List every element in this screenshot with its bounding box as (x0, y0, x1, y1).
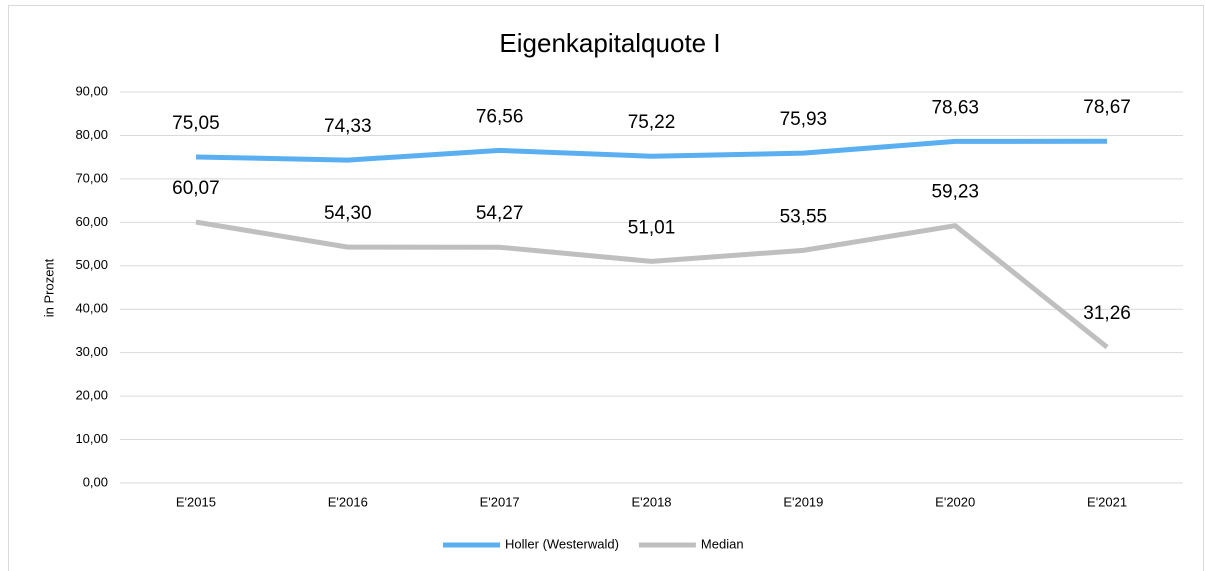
x-tick-label: E'2017 (480, 494, 520, 509)
data-label: 51,01 (628, 217, 676, 238)
data-label: 75,93 (780, 109, 828, 130)
data-label: 54,27 (476, 203, 524, 224)
series-line (195, 138, 1108, 163)
y-tick-label: 50,00 (75, 257, 108, 272)
x-tick-label: E'2018 (631, 494, 671, 509)
x-tick-label: E'2015 (176, 494, 216, 509)
y-tick-label: 40,00 (75, 301, 108, 316)
x-tick-label: E'2019 (783, 494, 823, 509)
y-tick-label: 70,00 (75, 170, 108, 185)
data-label: 78,63 (931, 97, 979, 118)
x-tick-label: E'2021 (1087, 494, 1127, 509)
y-tick-label: 90,00 (75, 83, 108, 98)
legend-label: Holler (Westerwald) (505, 536, 619, 551)
data-label: 54,30 (324, 203, 372, 224)
data-label: 76,56 (476, 106, 524, 127)
y-tick-label: 20,00 (75, 388, 108, 403)
data-label: 59,23 (931, 182, 979, 203)
y-tick-label: 60,00 (75, 214, 108, 229)
chart-frame (8, 5, 1204, 571)
data-label: 74,33 (324, 116, 372, 137)
data-label: 75,05 (172, 113, 220, 134)
data-label: 31,26 (1083, 303, 1131, 324)
y-tick-label: 0,00 (83, 474, 108, 489)
chart-title: Eigenkapitalquote I (499, 28, 720, 58)
x-tick-label: E'2020 (935, 494, 975, 509)
data-label: 53,55 (780, 206, 828, 227)
data-label: 60,07 (172, 178, 220, 199)
series-line (195, 219, 1109, 350)
data-label: 75,22 (628, 112, 676, 133)
y-tick-label: 30,00 (75, 344, 108, 359)
y-axis-label: in Prozent (41, 258, 56, 317)
y-tick-label: 80,00 (75, 127, 108, 142)
y-tick-label: 10,00 (75, 431, 108, 446)
data-label: 78,67 (1083, 97, 1131, 118)
x-tick-label: E'2016 (328, 494, 368, 509)
legend-label: Median (701, 536, 744, 551)
